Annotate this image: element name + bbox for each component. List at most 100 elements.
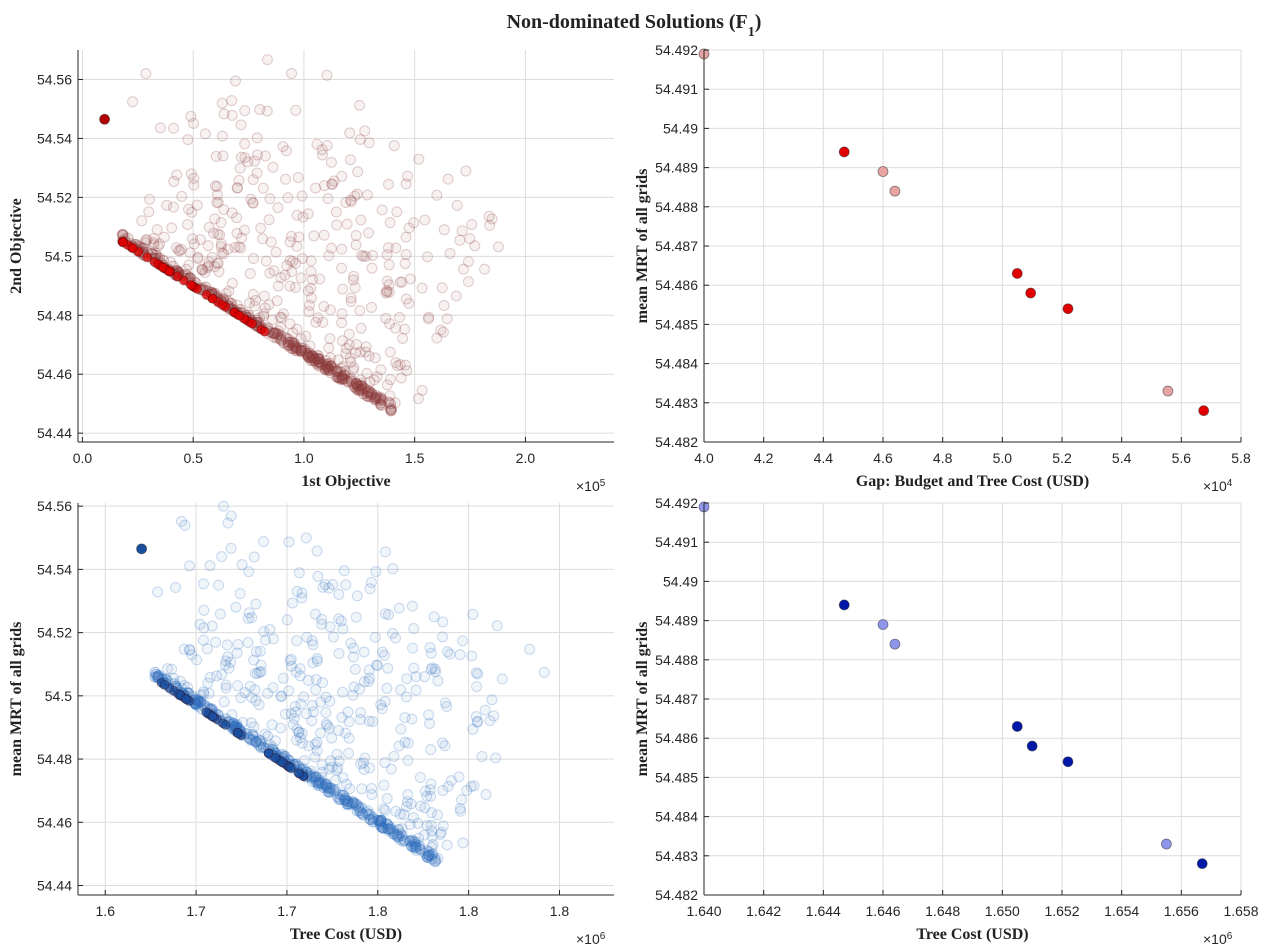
candidate-point	[286, 660, 298, 672]
candidate-point	[444, 247, 456, 259]
candidate-point	[333, 755, 345, 767]
candidate-point	[312, 776, 324, 788]
candidate-point	[344, 154, 356, 166]
candidate-point	[259, 150, 271, 162]
candidate-point	[262, 687, 274, 699]
candidate-point	[412, 393, 424, 405]
candidate-point	[218, 500, 230, 512]
candidate-point	[193, 695, 205, 707]
candidate-point	[226, 95, 238, 107]
candidate-point	[284, 318, 296, 330]
candidate-point	[383, 609, 395, 621]
candidate-point	[288, 341, 300, 353]
candidate-point	[314, 360, 326, 372]
candidate-point	[168, 122, 180, 134]
candidate-point	[301, 349, 313, 361]
faded-point	[1162, 385, 1174, 397]
candidate-point	[143, 206, 155, 218]
candidate-point	[194, 234, 206, 246]
candidate-point	[248, 721, 260, 733]
candidate-point	[339, 792, 351, 804]
candidate-point	[387, 826, 399, 838]
candidate-point	[201, 643, 213, 655]
candidate-point	[467, 723, 479, 735]
candidate-point	[341, 798, 353, 810]
candidate-point	[231, 227, 243, 239]
candidate-point	[220, 679, 232, 691]
candidate-point	[280, 145, 292, 157]
candidate-point	[357, 809, 369, 821]
front-point	[1011, 721, 1023, 732]
candidate-point	[391, 206, 403, 218]
candidate-point	[393, 824, 405, 836]
candidate-point	[372, 814, 384, 826]
candidate-point	[344, 352, 356, 364]
candidate-point	[244, 297, 256, 309]
candidate-point	[253, 312, 265, 324]
y-tick-label: 54.492	[655, 42, 698, 58]
candidate-point	[355, 707, 367, 719]
candidate-point	[218, 248, 230, 260]
candidate-point	[246, 692, 258, 704]
candidate-point	[167, 201, 179, 213]
candidate-point	[422, 849, 434, 861]
candidate-point	[359, 125, 371, 137]
front-point	[172, 271, 183, 282]
candidate-point	[367, 813, 379, 825]
candidate-point	[259, 728, 271, 740]
x-tick-label: 1.646	[865, 903, 900, 919]
candidate-point	[247, 253, 259, 265]
candidate-point	[403, 298, 415, 310]
candidate-point	[291, 345, 303, 357]
candidate-point	[305, 765, 317, 777]
candidate-point	[341, 218, 353, 230]
candidate-point	[343, 328, 355, 340]
candidate-point	[303, 352, 315, 364]
candidate-point	[363, 809, 375, 821]
candidate-point	[225, 510, 237, 522]
x-tick-label: 4.8	[933, 450, 953, 466]
candidate-point	[234, 162, 246, 174]
candidate-point	[215, 241, 227, 253]
candidate-point	[264, 193, 276, 205]
candidate-point	[364, 583, 376, 595]
candidate-point	[244, 680, 256, 692]
candidate-point	[271, 332, 283, 344]
candidate-point	[372, 814, 384, 826]
candidate-point	[246, 728, 258, 740]
candidate-point	[330, 371, 342, 383]
candidate-point	[360, 341, 372, 353]
candidate-point	[274, 311, 286, 323]
candidate-point	[321, 69, 333, 81]
candidate-point	[369, 393, 381, 405]
x-tick-label: 1.640	[686, 903, 721, 919]
faded-point	[889, 185, 901, 197]
candidate-point	[245, 717, 257, 729]
subplot-bottom-left: 1.6 1.7 1.7 1.8 1.8 1.8 54.44 54.46 54.48 54.5 54.…	[8, 498, 614, 945]
candidate-point	[359, 383, 371, 395]
candidate-point	[382, 819, 394, 831]
candidate-point	[291, 723, 303, 735]
candidate-point	[343, 747, 355, 759]
candidate-point	[441, 839, 453, 851]
candidate-point	[416, 282, 428, 294]
y-tick-label: 54.49	[663, 120, 698, 136]
candidate-point	[188, 238, 200, 250]
front-point	[164, 266, 175, 277]
candidate-point	[352, 166, 364, 178]
candidate-point	[290, 341, 302, 353]
candidate-point	[340, 794, 352, 806]
candidate-point	[231, 212, 243, 224]
candidate-point	[336, 317, 348, 329]
candidate-point	[375, 814, 387, 826]
candidate-point	[250, 295, 262, 307]
candidate-point	[264, 267, 276, 279]
candidate-point	[288, 339, 300, 351]
candidate-point	[305, 354, 317, 366]
y-tick-label: 54.489	[655, 613, 698, 629]
candidate-point	[287, 597, 299, 609]
candidate-point	[301, 631, 313, 643]
candidate-point	[279, 269, 291, 281]
candidate-point	[538, 666, 550, 678]
candidate-point	[390, 242, 402, 254]
